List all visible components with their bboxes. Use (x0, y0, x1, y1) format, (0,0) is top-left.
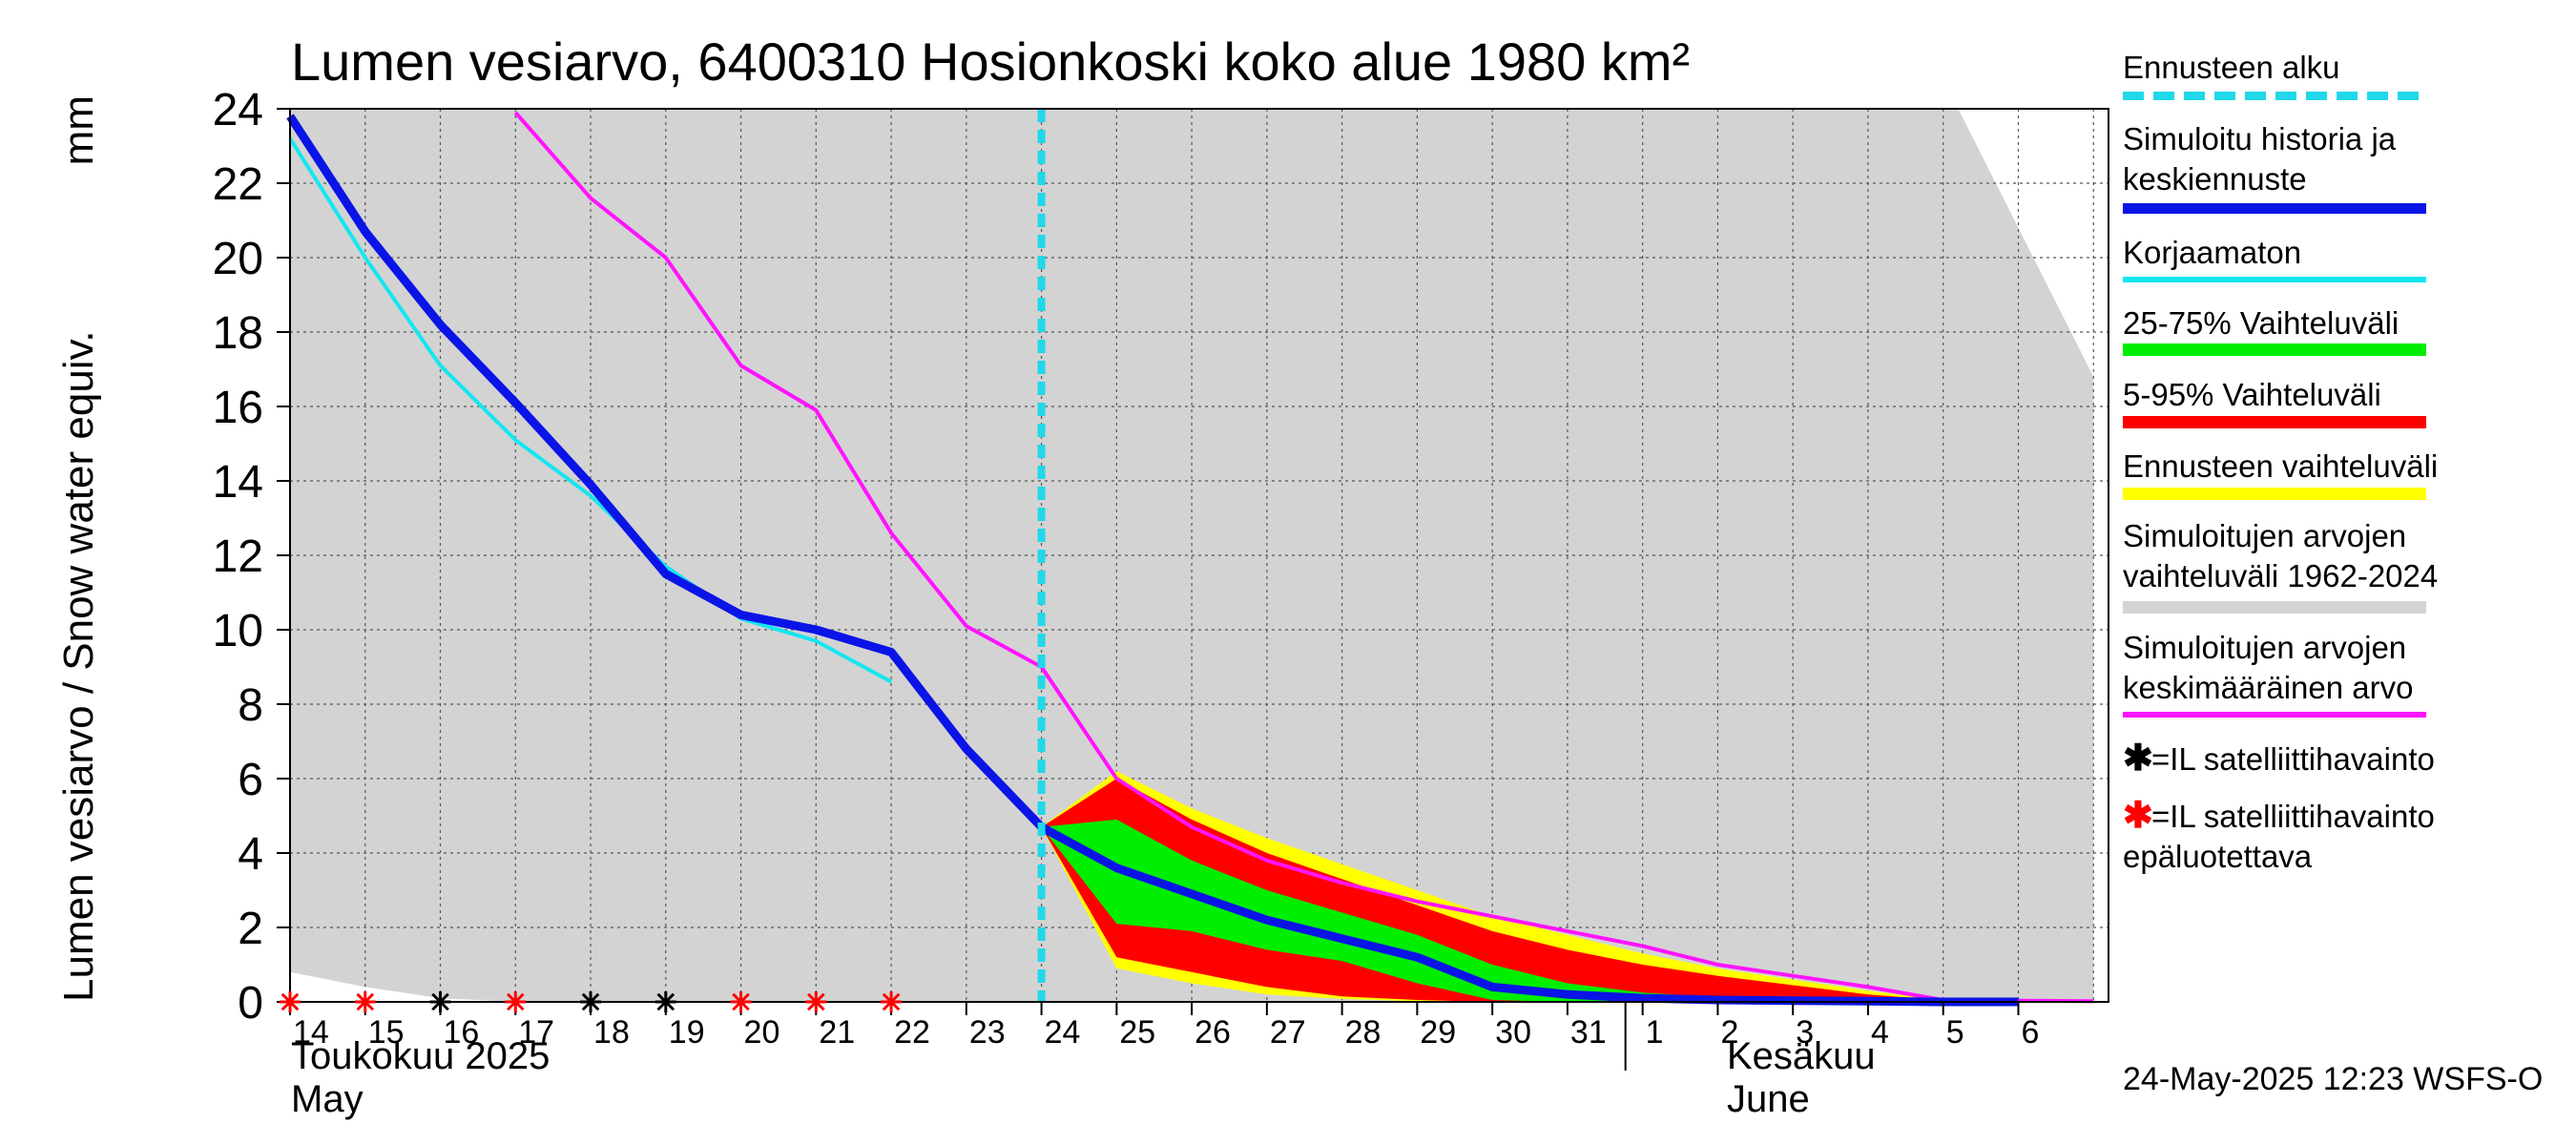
legend-range-5-95: 5-95% Vaihteluväli (2123, 377, 2381, 412)
x-tick-label: 27 (1270, 1014, 1306, 1051)
x-tick-label: 29 (1420, 1014, 1456, 1051)
x-tick-label: 26 (1195, 1014, 1231, 1051)
x-tick-label: 20 (744, 1014, 780, 1051)
legend-sat-unreliable-marker: ✱ (2123, 796, 2153, 836)
month-may-en: May (291, 1078, 364, 1120)
marker-stroke (431, 992, 449, 1011)
month-june-fi: Kesäkuu (1727, 1035, 1876, 1077)
y-tick-label: 22 (213, 159, 263, 210)
x-tick-label: 30 (1495, 1014, 1531, 1051)
x-tick-label: 3 (1796, 1014, 1814, 1051)
y-tick-label: 0 (238, 978, 263, 1029)
legend-sat-ok: =IL satelliittihavainto (2151, 741, 2435, 777)
marker-stroke (732, 992, 750, 1011)
satellite-unreliable-marker (730, 991, 752, 1012)
y-tick-label: 16 (213, 383, 263, 433)
satellite-ok-marker (654, 991, 676, 1012)
plot-area (286, 109, 2109, 1007)
x-tick-label: 1 (1646, 1014, 1664, 1051)
y-tick-label: 2 (238, 904, 263, 954)
legend-forecast-start: Ennusteen alku (2123, 50, 2340, 85)
legend-simulated-line2: keskiennuste (2123, 161, 2307, 197)
legend-hist-range-line1: Simuloitujen arvojen (2123, 518, 2407, 553)
legend-range-5-95-swatch (2123, 416, 2426, 428)
hist-mean-line (513, 111, 2094, 1004)
marker-stroke (356, 992, 375, 1011)
x-tick-label: 25 (1119, 1014, 1155, 1051)
x-tick-label: 14 (293, 1014, 329, 1051)
marker-stroke (506, 992, 525, 1011)
chart-title: Lumen vesiarvo, 6400310 Hosionkoski koko… (291, 31, 1691, 92)
legend-sat-unreliable-line2: epäluotettava (2123, 839, 2313, 874)
y-tick-label: 12 (213, 531, 263, 582)
legend-range-25-75: 25-75% Vaihteluväli (2123, 305, 2399, 341)
x-tick-label: 2 (1720, 1014, 1738, 1051)
x-tick-label: 6 (2021, 1014, 2039, 1051)
y-tick-label: 20 (213, 234, 263, 284)
satellite-ok-marker (580, 991, 602, 1012)
legend-uncorrected: Korjaamaton (2123, 235, 2302, 270)
satellite-unreliable-marker (881, 991, 903, 1012)
x-tick-label: 23 (969, 1014, 1006, 1051)
marker-stroke (581, 992, 600, 1011)
legend-simulated-swatch (2123, 203, 2426, 214)
month-may-fi: Toukokuu 2025 (291, 1035, 551, 1077)
satellite-unreliable-marker (354, 991, 376, 1012)
x-tick-label: 28 (1345, 1014, 1381, 1051)
marker-stroke (280, 992, 300, 1011)
x-tick-label: 18 (593, 1014, 630, 1051)
y-axis-label: Lumen vesiarvo / Snow water equiv. mm (55, 95, 103, 1002)
marker-stroke (882, 992, 901, 1011)
x-tick-label: 4 (1871, 1014, 1889, 1051)
satellite-unreliable-marker (505, 991, 527, 1012)
x-tick-label: 15 (368, 1014, 405, 1051)
y-tick-label: 6 (238, 755, 263, 805)
legend-hist-mean-line2: keskimääräinen arvo (2123, 670, 2414, 705)
legend-hist-mean-line1: Simuloitujen arvojen (2123, 630, 2407, 665)
x-tick-label: 17 (518, 1014, 554, 1051)
uncorrected-line (288, 137, 893, 684)
legend-hist-range-line2: vaihteluväli 1962-2024 (2123, 558, 2439, 593)
legend-hist-range-swatch (2123, 601, 2426, 614)
y-tick-label: 18 (213, 308, 263, 359)
legend-forecast-start-swatch (2123, 92, 2426, 100)
x-tick-label: 22 (894, 1014, 930, 1051)
x-tick-label: 31 (1570, 1014, 1607, 1051)
marker-stroke (807, 992, 825, 1011)
y-axis-unit: mm (55, 95, 102, 166)
legend-sat-ok-marker: ✱ (2123, 739, 2153, 779)
satellite-ok-marker (429, 991, 451, 1012)
y-tick-label: 10 (213, 606, 263, 656)
satellite-unreliable-marker (805, 991, 827, 1012)
legend-forecast-range-swatch (2123, 488, 2426, 500)
timestamp: 24-May-2025 12:23 WSFS-O (2123, 1061, 2544, 1097)
x-tick-label: 24 (1045, 1014, 1081, 1051)
marker-stroke (656, 992, 675, 1011)
x-tick-label: 21 (819, 1014, 855, 1051)
month-june-en: June (1727, 1078, 1810, 1120)
legend-range-25-75-swatch (2123, 344, 2426, 356)
x-tick-label: 5 (1946, 1014, 1964, 1051)
legend-sat-unreliable-line1: =IL satelliittihavainto (2151, 799, 2435, 834)
y-tick-label: 4 (238, 829, 263, 880)
y-tick-label: 24 (213, 85, 263, 135)
legend-hist-mean-swatch (2123, 712, 2426, 718)
legend-forecast-range: Ennusteen vaihteluväli (2123, 448, 2439, 484)
x-tick-label: 16 (444, 1014, 480, 1051)
simulated-line (286, 114, 2019, 1007)
y-tick-label: 8 (238, 680, 263, 731)
satellite-unreliable-marker (280, 991, 301, 1012)
legend-simulated-line1: Simuloitu historia ja (2123, 121, 2397, 156)
legend-uncorrected-swatch (2123, 277, 2426, 282)
x-tick-label: 19 (669, 1014, 705, 1051)
y-axis-title: Lumen vesiarvo / Snow water equiv. (55, 330, 102, 1002)
y-tick-label: 14 (213, 457, 263, 508)
